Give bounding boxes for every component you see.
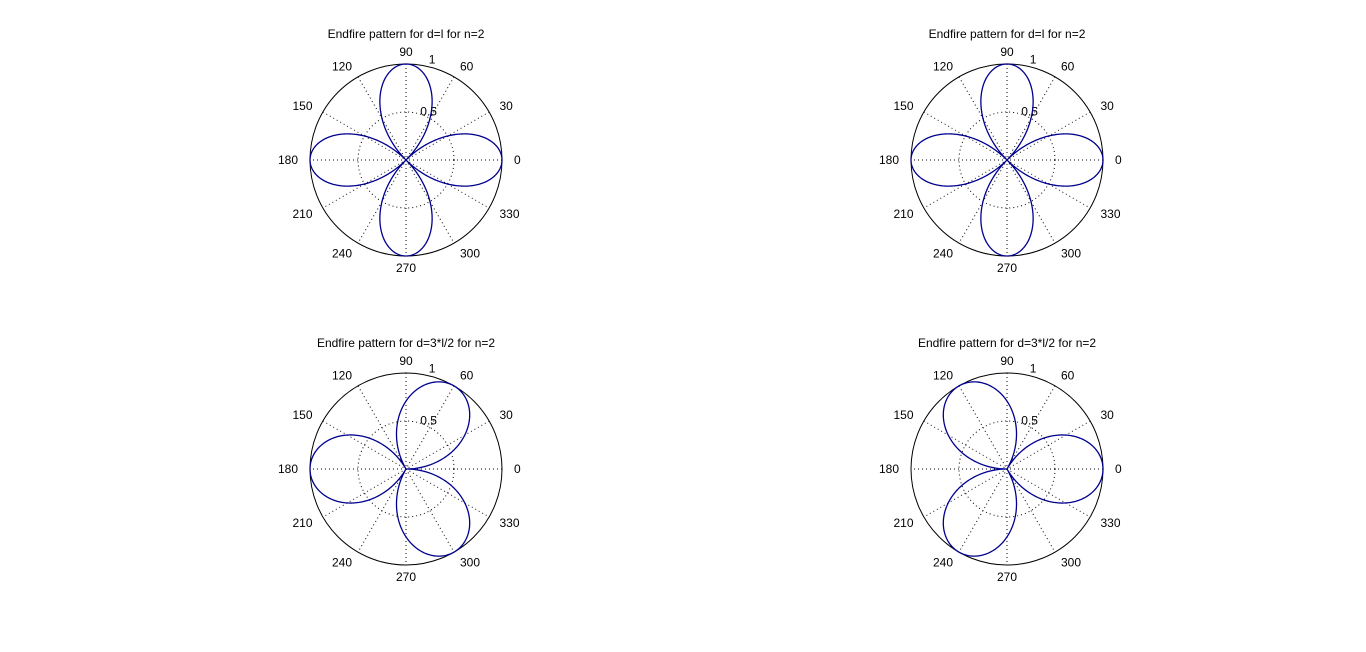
angle-tick-label: 90 [399, 45, 413, 59]
angle-tick-label: 60 [1061, 60, 1075, 74]
angle-tick-label: 180 [278, 462, 298, 476]
pattern-curve [910, 63, 1104, 257]
plot-title: Endfire pattern for d=l for n=2 [328, 27, 485, 41]
angle-tick-label: 240 [332, 247, 352, 261]
angle-tick-label: 0 [514, 153, 521, 167]
radial-tick-label: 0.5 [420, 105, 437, 119]
angle-tick-label: 90 [1000, 45, 1014, 59]
angle-tick-label: 330 [1101, 516, 1121, 530]
angle-tick-label: 0 [1115, 153, 1122, 167]
pattern-curve [942, 381, 1104, 557]
angle-tick-label: 270 [396, 261, 416, 275]
angle-tick-label: 0 [1115, 462, 1122, 476]
angle-tick-label: 330 [500, 207, 520, 221]
angle-tick-label: 150 [292, 99, 312, 113]
angle-tick-label: 240 [933, 556, 953, 570]
angle-tick-label: 300 [460, 247, 480, 261]
angle-tick-label: 0 [514, 462, 521, 476]
angle-tick-label: 180 [278, 153, 298, 167]
radial-tick-label: 0.5 [420, 414, 437, 428]
angle-tick-label: 90 [1000, 354, 1014, 368]
angle-tick-label: 180 [879, 462, 899, 476]
plot-title: Endfire pattern for d=3*l/2 for n=2 [918, 336, 1096, 350]
radial-tick-label: 1 [429, 362, 436, 376]
angle-tick-label: 240 [332, 556, 352, 570]
polar-plot-3: Endfire pattern for d=3*l/2 for n=2 0 30 6… [278, 336, 521, 584]
angle-tick-label: 120 [332, 60, 352, 74]
angle-tick-label: 30 [500, 408, 514, 422]
radial-tick-label: 0.5 [1021, 105, 1038, 119]
angle-tick-label: 180 [879, 153, 899, 167]
plot-title: Endfire pattern for d=3*l/2 for n=2 [317, 336, 495, 350]
angle-tick-label: 330 [1101, 207, 1121, 221]
angle-tick-label: 120 [933, 369, 953, 383]
polar-plot-4: Endfire pattern for d=3*l/2 for n=2 0 30 6… [879, 336, 1122, 584]
angle-tick-label: 300 [1061, 247, 1081, 261]
angle-tick-label: 330 [500, 516, 520, 530]
angle-tick-label: 210 [292, 516, 312, 530]
polar-plot-1: Endfire pattern for d=l for n=2 0 30 60 90 1… [278, 27, 521, 275]
radial-tick-label: 1 [1030, 362, 1037, 376]
angle-tick-label: 120 [933, 60, 953, 74]
pattern-curve [309, 63, 503, 257]
angle-tick-label: 150 [893, 408, 913, 422]
angle-tick-label: 60 [460, 369, 474, 383]
polar-plot-2: Endfire pattern for d=l for n=2 0 30 60 90 1… [879, 27, 1122, 275]
radial-tick-label: 1 [1030, 53, 1037, 67]
angle-tick-label: 30 [1101, 99, 1115, 113]
radial-tick-label: 0.5 [1021, 414, 1038, 428]
angle-tick-label: 270 [396, 570, 416, 584]
angle-tick-label: 30 [500, 99, 514, 113]
angle-tick-label: 300 [460, 556, 480, 570]
radial-tick-label: 1 [429, 53, 436, 67]
angle-tick-label: 210 [292, 207, 312, 221]
angle-tick-label: 300 [1061, 556, 1081, 570]
angle-tick-label: 240 [933, 247, 953, 261]
angle-tick-label: 270 [997, 570, 1017, 584]
angle-tick-label: 60 [1061, 369, 1075, 383]
angle-tick-label: 270 [997, 261, 1017, 275]
angle-tick-label: 150 [292, 408, 312, 422]
angle-tick-label: 60 [460, 60, 474, 74]
angle-tick-label: 120 [332, 369, 352, 383]
angle-tick-label: 210 [893, 207, 913, 221]
angle-tick-label: 90 [399, 354, 413, 368]
angle-tick-label: 30 [1101, 408, 1115, 422]
plot-title: Endfire pattern for d=l for n=2 [929, 27, 1086, 41]
pattern-curve [309, 381, 471, 557]
angle-tick-label: 150 [893, 99, 913, 113]
angle-tick-label: 210 [893, 516, 913, 530]
